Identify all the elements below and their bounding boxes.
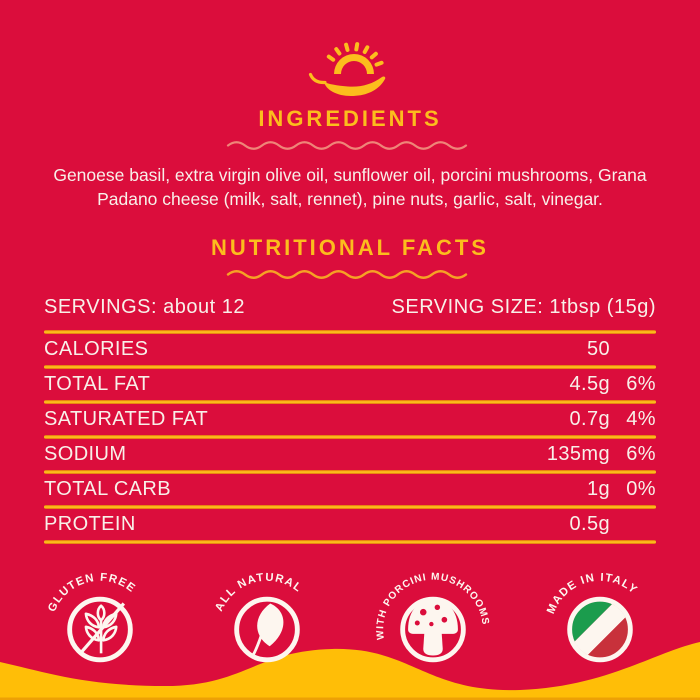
table-row: TOTAL CARB 1g 0%: [44, 474, 656, 505]
fact-amount: 50: [586, 338, 610, 360]
serving-size-value: SERVING SIZE: 1tbsp (15g): [391, 296, 656, 318]
porcini-mushrooms-badge: WITH PORCINI MUSHROOMS: [368, 564, 491, 663]
table-divider: [44, 505, 656, 509]
servings-value: SERVINGS: about 12: [44, 296, 245, 318]
fact-daily-value: 0%: [626, 478, 656, 500]
table-divider: [44, 365, 656, 369]
nutrition-wavy-underline: [226, 270, 468, 279]
fact-amount: 0.5g: [569, 513, 610, 535]
badge-label: GLUTEN FREE: [40, 562, 140, 616]
servings-row: SERVINGS: about 12 SERVING SIZE: 1tbsp (…: [44, 292, 656, 330]
all-natural-badge: ALL NATURAL: [207, 562, 306, 663]
leaf-icon: [233, 596, 300, 663]
nutrition-facts-table: SERVINGS: about 12 SERVING SIZE: 1tbsp (…: [44, 292, 656, 544]
fact-amount: 135mg: [546, 443, 610, 465]
table-divider: [44, 470, 656, 474]
fact-label: SATURATED FAT: [44, 408, 209, 430]
badge-row: GLUTEN FREE ALL NATURAL: [35, 558, 665, 688]
table-divider: [44, 400, 656, 404]
table-divider: [44, 540, 656, 544]
gluten-free-badge: GLUTEN FREE: [40, 562, 140, 663]
fact-label: SODIUM: [44, 443, 127, 465]
ingredients-text: Genoese basil, extra virgin olive oil, s…: [53, 165, 647, 209]
made-in-italy-badge: MADE IN ITALY: [539, 562, 642, 670]
table-divider: [44, 435, 656, 439]
table-row: CALORIES 50: [44, 334, 656, 365]
table-divider: [44, 330, 656, 334]
table-row: PROTEIN 0.5g: [44, 509, 656, 540]
fact-label: TOTAL CARB: [44, 478, 171, 500]
fact-daily-value: 6%: [626, 443, 656, 465]
ingredients-heading: INGREDIENTS: [258, 106, 442, 131]
table-row: SODIUM 135mg 6%: [44, 439, 656, 470]
fact-daily-value: 6%: [626, 373, 656, 395]
table-row: SATURATED FAT 0.7g 4%: [44, 404, 656, 435]
badge-label: ALL NATURAL: [207, 562, 306, 616]
svg-text:GLUTEN FREE: GLUTEN FREE: [40, 562, 140, 616]
fact-amount: 1g: [586, 478, 610, 500]
fact-daily-value: 4%: [626, 408, 656, 430]
fact-amount: 0.7g: [569, 408, 610, 430]
fact-label: PROTEIN: [44, 513, 136, 535]
nutrition-heading: NUTRITIONAL FACTS: [211, 235, 489, 260]
fact-amount: 4.5g: [569, 373, 610, 395]
table-row: TOTAL FAT 4.5g 6%: [44, 369, 656, 400]
wheat-crossed-icon: [67, 596, 133, 663]
ingredients-wavy-underline: [226, 141, 468, 150]
bottom-wave-decoration: [0, 642, 700, 700]
svg-text:ALL NATURAL: ALL NATURAL: [207, 562, 306, 616]
fact-label: CALORIES: [44, 338, 149, 360]
fact-label: TOTAL FAT: [44, 373, 151, 395]
mushroom-icon: [400, 596, 467, 663]
chili-sun-icon: [308, 42, 386, 96]
